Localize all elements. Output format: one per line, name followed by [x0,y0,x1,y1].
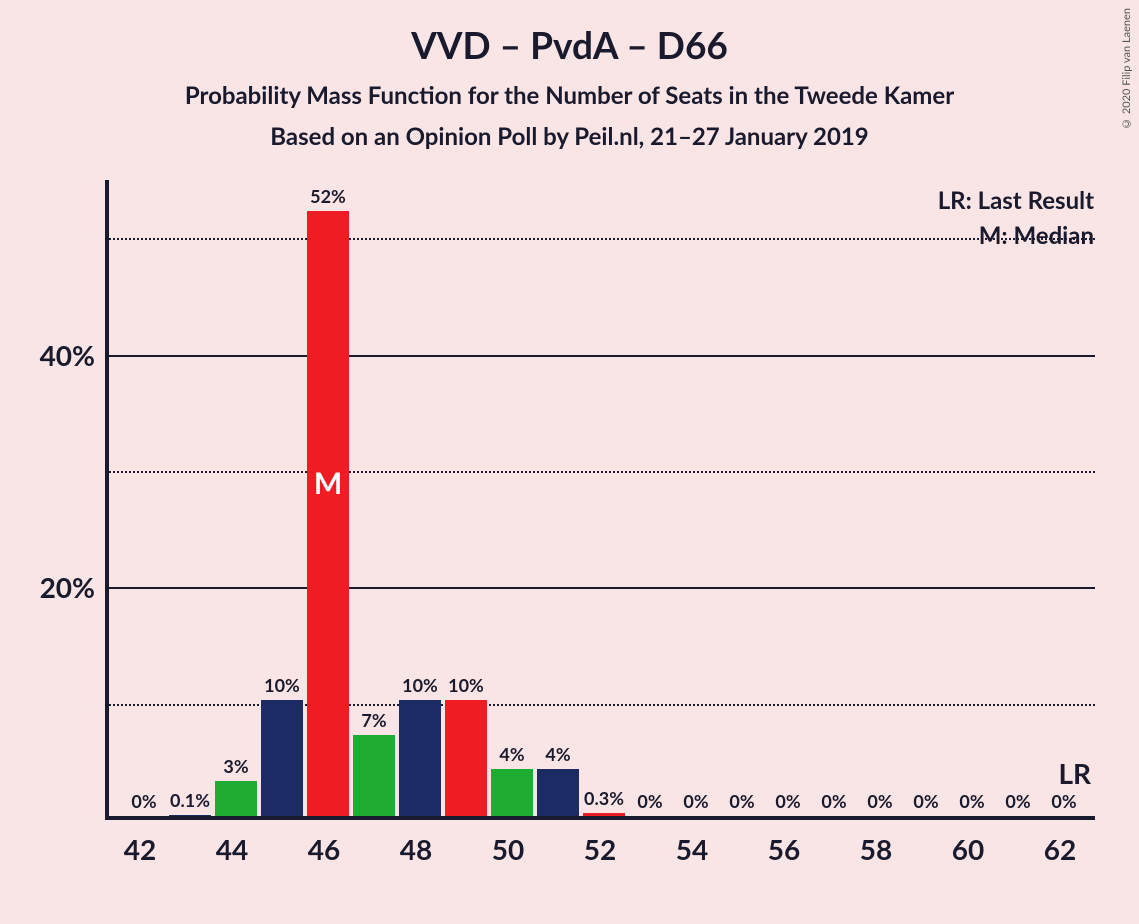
bars-container: 0%0.1%3%10%52%M7%10%10%4%4%0.3%0%0%0%0%0… [109,180,1095,816]
bar-47: 7% [353,735,395,816]
bar-50: 4% [491,769,533,816]
bar-label: 0% [867,790,892,812]
y-axis-label: 40% [40,338,95,372]
bar-label: 4% [545,743,570,765]
bar-label: 52% [310,185,346,207]
x-axis-tick: 58 [860,832,892,866]
bar-48: 10% [399,700,441,816]
chart-subtitle-2: Based on an Opinion Poll by Peil.nl, 21–… [0,122,1139,151]
bar-label: 0% [821,790,846,812]
bar-label: 0% [1051,790,1076,812]
x-axis-tick: 46 [308,832,340,866]
bar-label: 0% [637,790,662,812]
x-axis-tick: 52 [584,832,616,866]
x-axis-tick: 62 [1044,832,1076,866]
x-axis-tick: 48 [400,832,432,866]
y-axis-label: 20% [40,570,95,604]
bar-label: 0% [683,790,708,812]
bar-43: 0.1% [169,815,211,816]
bar-label: 10% [402,674,438,696]
x-axis-tick: 56 [768,832,800,866]
bar-45: 10% [261,700,303,816]
bar-label: 0% [131,790,156,812]
bar-label: 0% [1005,790,1030,812]
bar-label: 10% [448,674,484,696]
credit: © 2020 Filip van Laenen [1120,8,1133,130]
x-axis-tick: 60 [952,832,984,866]
bar-label: 0% [959,790,984,812]
bar-label: 0% [775,790,800,812]
bar-51: 4% [537,769,579,816]
bar-label: 0.3% [584,787,624,809]
bar-label: 4% [499,743,524,765]
bar-49: 10% [445,700,487,816]
bar-46: 52%M [307,211,349,816]
bar-44: 3% [215,781,257,816]
bar-label: 3% [223,755,248,777]
lr-mark: LR [1058,756,1091,790]
x-axis-tick: 42 [124,832,156,866]
bar-52: 0.3% [583,813,625,816]
x-axis-tick: 44 [216,832,248,866]
chart-area: 0%0.1%3%10%52%M7%10%10%4%4%0.3%0%0%0%0%0… [105,180,1095,820]
bar-label: 0% [913,790,938,812]
bar-label: 7% [361,709,386,731]
bar-label: 0.1% [170,789,210,811]
bar-label: 0% [729,790,754,812]
bar-label: 10% [264,674,300,696]
chart-subtitle-1: Probability Mass Function for the Number… [0,81,1139,110]
median-mark: M [314,465,342,501]
plot-area: 0%0.1%3%10%52%M7%10%10%4%4%0.3%0%0%0%0%0… [105,180,1095,820]
chart-title: VVD – PvdA – D66 [0,0,1139,67]
x-axis-tick: 54 [676,832,708,866]
x-axis-labels: 42 44 46 48 50 52 54 56 58 60 62 [105,832,1095,882]
x-axis-tick: 50 [492,832,524,866]
